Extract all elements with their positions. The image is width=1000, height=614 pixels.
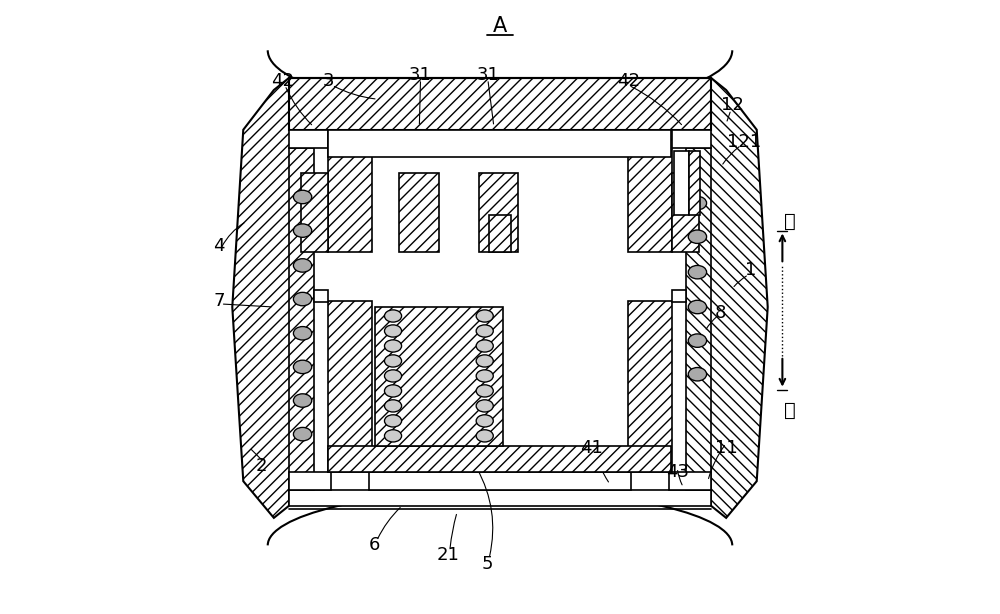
Bar bbox=[314, 290, 328, 302]
Ellipse shape bbox=[476, 340, 493, 352]
Ellipse shape bbox=[688, 334, 707, 348]
Bar bbox=[328, 130, 671, 157]
Bar bbox=[289, 148, 314, 491]
Ellipse shape bbox=[384, 340, 402, 352]
Ellipse shape bbox=[384, 325, 402, 337]
Ellipse shape bbox=[476, 415, 493, 427]
Bar bbox=[674, 151, 689, 216]
Bar bbox=[489, 216, 511, 252]
Polygon shape bbox=[705, 78, 768, 518]
Text: 42: 42 bbox=[272, 72, 295, 90]
Ellipse shape bbox=[384, 355, 402, 367]
Bar bbox=[628, 301, 672, 472]
Text: 1: 1 bbox=[745, 262, 756, 279]
Bar bbox=[369, 472, 631, 491]
Ellipse shape bbox=[688, 230, 707, 243]
Text: 121: 121 bbox=[727, 133, 762, 151]
Text: 5: 5 bbox=[482, 554, 494, 573]
Ellipse shape bbox=[384, 430, 402, 442]
Bar bbox=[628, 130, 672, 252]
Text: 8: 8 bbox=[714, 304, 726, 322]
Bar bbox=[479, 173, 518, 252]
Ellipse shape bbox=[384, 415, 402, 427]
Bar bbox=[289, 491, 711, 506]
Bar bbox=[328, 301, 372, 472]
Bar bbox=[375, 307, 503, 446]
Text: 上: 上 bbox=[784, 212, 796, 231]
Text: 41: 41 bbox=[580, 438, 603, 457]
Ellipse shape bbox=[384, 385, 402, 397]
Text: 11: 11 bbox=[715, 438, 738, 457]
Bar bbox=[301, 173, 328, 252]
Bar bbox=[328, 446, 671, 472]
Text: A: A bbox=[493, 16, 507, 36]
Ellipse shape bbox=[476, 355, 493, 367]
Text: 3: 3 bbox=[323, 72, 335, 90]
Ellipse shape bbox=[476, 430, 493, 442]
Ellipse shape bbox=[293, 427, 312, 441]
Text: 7: 7 bbox=[213, 292, 225, 310]
Bar bbox=[289, 130, 332, 148]
Text: 31: 31 bbox=[409, 66, 432, 84]
Text: 6: 6 bbox=[369, 537, 380, 554]
Ellipse shape bbox=[293, 292, 312, 306]
Bar bbox=[672, 173, 699, 252]
Bar bbox=[689, 151, 700, 216]
Ellipse shape bbox=[293, 394, 312, 407]
Text: 43: 43 bbox=[666, 463, 689, 481]
Ellipse shape bbox=[476, 385, 493, 397]
Ellipse shape bbox=[476, 325, 493, 337]
Ellipse shape bbox=[293, 327, 312, 340]
Ellipse shape bbox=[293, 190, 312, 204]
Text: 21: 21 bbox=[437, 546, 459, 564]
Ellipse shape bbox=[293, 258, 312, 272]
Text: 2: 2 bbox=[256, 457, 267, 475]
Ellipse shape bbox=[688, 196, 707, 210]
Ellipse shape bbox=[293, 360, 312, 374]
Text: 12: 12 bbox=[721, 96, 744, 114]
Ellipse shape bbox=[293, 224, 312, 238]
Polygon shape bbox=[232, 78, 295, 518]
Ellipse shape bbox=[476, 400, 493, 412]
Ellipse shape bbox=[476, 370, 493, 382]
Text: 42: 42 bbox=[617, 72, 640, 90]
Bar bbox=[668, 130, 711, 148]
Bar bbox=[328, 130, 372, 252]
Ellipse shape bbox=[384, 370, 402, 382]
Ellipse shape bbox=[688, 265, 707, 279]
Ellipse shape bbox=[476, 310, 493, 322]
Text: 下: 下 bbox=[784, 402, 796, 421]
Text: 31: 31 bbox=[476, 66, 499, 84]
Ellipse shape bbox=[384, 400, 402, 412]
Text: 4: 4 bbox=[213, 237, 225, 255]
Bar bbox=[669, 472, 711, 491]
Ellipse shape bbox=[688, 300, 707, 314]
Ellipse shape bbox=[384, 310, 402, 322]
Bar bbox=[289, 472, 331, 491]
Bar bbox=[289, 78, 711, 130]
Bar bbox=[399, 173, 439, 252]
Ellipse shape bbox=[688, 368, 707, 381]
Bar bbox=[672, 290, 686, 302]
Bar bbox=[686, 148, 711, 491]
